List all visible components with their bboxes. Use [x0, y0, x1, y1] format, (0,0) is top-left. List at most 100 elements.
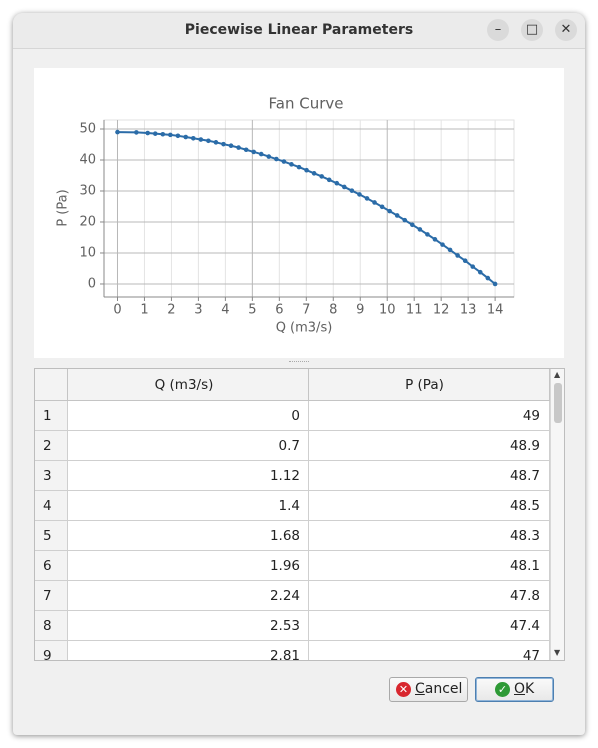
splitter[interactable]: [289, 361, 309, 362]
x-tick-label: 2: [167, 303, 175, 318]
data-point: [160, 131, 166, 137]
row-header: 8: [35, 611, 68, 641]
data-point: [152, 131, 158, 136]
q-cell: 1.68: [68, 521, 309, 551]
data-point: [326, 177, 332, 183]
row-number: 5: [43, 528, 52, 544]
q-cell: 1.12: [68, 461, 309, 491]
data-point: [319, 174, 324, 179]
row-header: 5: [35, 521, 68, 551]
chart: Fan Curve Q (m3/s) P (Pa) 0 1 2 3 4 5 6 7 8 9 10 11…: [56, 95, 515, 336]
data-point: [266, 154, 272, 159]
x-tick-label: 5: [248, 303, 256, 318]
x-tick-label: 3: [194, 303, 202, 318]
data-point: [134, 130, 139, 135]
data-point: [372, 200, 377, 205]
q-cell: 0.7: [68, 431, 309, 461]
scroll-up[interactable]: ▲: [554, 370, 561, 379]
maximize-button[interactable]: □: [521, 19, 543, 41]
p-cell: 47.4: [309, 611, 550, 641]
table-row: 1 0 49: [35, 401, 550, 431]
data-point: [175, 133, 181, 139]
window-title: Piecewise Linear Parameters: [184, 22, 414, 38]
row-header: 1: [35, 401, 68, 431]
q-cell: 2.81: [68, 641, 309, 660]
data-point: [455, 253, 460, 258]
q-cell: 1.4: [68, 491, 309, 521]
cancel-icon: ✕: [396, 682, 411, 697]
y-tick-label: 10: [79, 245, 96, 260]
title-bar: Piecewise Linear Parameters – □ ✕: [13, 13, 585, 49]
y-tick-label: 20: [79, 214, 96, 229]
row-number: 8: [43, 618, 52, 634]
table-row: 4 1.4 48.5: [35, 491, 550, 521]
plot-area: [103, 119, 515, 298]
row-number: 2: [43, 438, 52, 454]
data-point: [206, 138, 211, 144]
row-number: 3: [43, 468, 52, 484]
data-point: [183, 134, 189, 140]
x-tick-label: 10: [379, 303, 396, 318]
table-row: 9 2.81 47: [35, 641, 550, 661]
x-tick-label: 14: [487, 303, 504, 318]
y-axis-label: P (Pa): [56, 189, 71, 226]
x-tick-label: 11: [406, 303, 423, 318]
chart-panel: Fan Curve Q (m3/s) P (Pa) 0 1 2 3 4 5 6 7 8 9 10 11…: [34, 68, 564, 358]
scroll-down[interactable]: ▼: [554, 648, 561, 657]
y-tick-label: 0: [88, 276, 96, 291]
q-cell: 2.24: [68, 581, 309, 611]
data-point: [258, 151, 264, 157]
row-header: 4: [35, 491, 68, 521]
data-point: [470, 264, 476, 269]
q-cell: 0: [68, 401, 309, 431]
close-button[interactable]: ✕: [555, 19, 577, 41]
data-point: [379, 204, 385, 210]
data-point: [281, 159, 287, 164]
data-point: [236, 145, 241, 150]
x-tick-label: 7: [302, 303, 310, 318]
scroll-thumb[interactable]: [554, 383, 562, 423]
scrollbar[interactable]: ▲ ▼: [550, 369, 564, 660]
table-row: 8 2.53 47.4: [35, 611, 550, 641]
data-point: [115, 129, 120, 135]
row-number: 9: [43, 648, 52, 661]
p-cell: 49: [309, 401, 550, 431]
y-tick-label: 30: [79, 183, 96, 198]
data-point: [251, 149, 257, 155]
row-header: 6: [35, 551, 68, 581]
data-point: [168, 132, 173, 138]
header-row: Q (m3/s) P (Pa): [35, 369, 550, 401]
row-header: 3: [35, 461, 68, 491]
x-axis-label: Q (m3/s): [276, 321, 333, 336]
corner-cell: [35, 369, 68, 401]
data-point: [228, 143, 234, 149]
p-cell: 47: [309, 641, 550, 660]
data-point: [145, 130, 150, 136]
row-header: 9: [35, 641, 68, 661]
row-header: 2: [35, 431, 68, 461]
cancel-button[interactable]: ✕ Cancel: [389, 677, 468, 702]
ok-button[interactable]: ✓ OK: [475, 677, 554, 702]
ok-label: OK: [514, 681, 535, 697]
data-point: [243, 147, 249, 153]
table-row: 5 1.68 48.3: [35, 521, 550, 551]
data-point: [485, 275, 491, 281]
data-point: [440, 242, 445, 247]
data-point: [410, 222, 415, 228]
table-row: 2 0.7 48.9: [35, 431, 550, 461]
data-point: [462, 258, 468, 264]
x-tick-label: 1: [140, 303, 148, 318]
row-header: 7: [35, 581, 68, 611]
q-cell: 1.96: [68, 551, 309, 581]
q-cell: 2.53: [68, 611, 309, 641]
p-cell: 48.7: [309, 461, 550, 491]
row-number: 1: [43, 408, 52, 424]
data-point: [349, 188, 355, 193]
data-point: [425, 232, 430, 237]
data-point: [190, 135, 196, 141]
data-point: [387, 208, 392, 214]
row-number: 7: [43, 588, 52, 604]
minimize-button[interactable]: –: [487, 19, 509, 41]
data-point: [342, 184, 347, 190]
